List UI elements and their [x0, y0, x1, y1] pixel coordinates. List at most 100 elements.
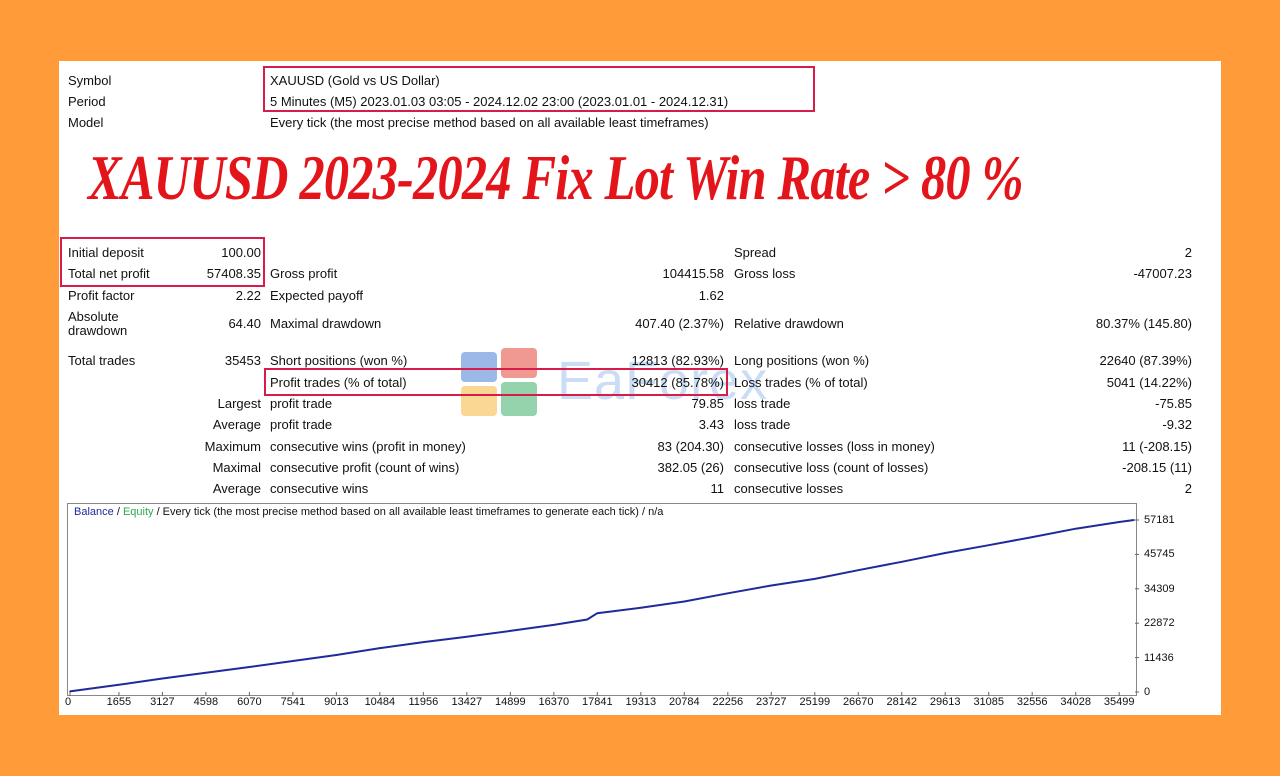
symbol-value: XAUUSD (Gold vs US Dollar) — [270, 73, 440, 88]
long-positions-value: 22640 (87.39%) — [1099, 353, 1192, 368]
watermark-text: EaForex — [557, 351, 769, 411]
average2-label: Average — [212, 481, 261, 496]
headline: XAUUSD 2023-2024 Fix Lot Win Rate > 80 % — [88, 143, 1024, 213]
spread-value: 2 — [1184, 245, 1192, 260]
total-net-profit-label: Total net profit — [68, 266, 150, 281]
y-tick-label: 22872 — [1144, 617, 1175, 630]
x-tick-label: 14899 — [495, 696, 526, 708]
y-tick-label: 0 — [1144, 686, 1151, 698]
long-positions-label: Long positions (won %) — [734, 353, 870, 368]
x-tick-label: 0 — [65, 696, 72, 708]
y-tick-label: 11436 — [1144, 651, 1174, 664]
maximal-consec-profit-value: 382.05 (26) — [657, 460, 725, 475]
x-tick-label: 13427 — [451, 696, 483, 708]
x-tick-label: 6070 — [237, 696, 262, 708]
x-tick-label: 3127 — [150, 696, 175, 708]
profit-trades-value: 30412 (85.78%) — [631, 375, 724, 390]
profit-trades-label: Profit trades (% of total) — [270, 375, 407, 390]
absolute-drawdown-label-line2: drawdown — [68, 323, 128, 338]
largest-loss-value: -75.85 — [1155, 396, 1192, 411]
maximum-label: Maximum — [204, 439, 261, 454]
model-value: Every tick (the most precise method base… — [270, 115, 709, 130]
x-tick-label: 7541 — [280, 696, 306, 708]
x-tick-label: 26670 — [842, 696, 874, 708]
x-tick-label: 19313 — [625, 696, 657, 708]
maximal-label: Maximal — [212, 460, 261, 475]
profit-trades-highlight-box — [264, 368, 728, 396]
initial-deposit-value: 100.00 — [221, 245, 261, 260]
x-tick-label: 31085 — [973, 696, 1005, 708]
legend-equity: Equity — [122, 506, 154, 518]
gross-loss-label: Gross loss — [734, 266, 796, 281]
average-profit-label: profit trade — [270, 417, 333, 432]
balance-chart-frame — [67, 503, 1137, 696]
maximal-drawdown-label: Maximal drawdown — [270, 316, 382, 331]
expected-payoff-value: 1.62 — [698, 288, 724, 303]
period-label: Period — [68, 94, 106, 109]
gross-profit-label: Gross profit — [270, 266, 338, 281]
eaforex-watermark: EaForex — [455, 346, 835, 426]
deposit-profit-highlight-box — [60, 237, 265, 287]
legend-description: / Every tick (the most precise method ba… — [153, 506, 664, 518]
spread-label: Spread — [734, 245, 776, 260]
x-tick-label: 23727 — [755, 696, 787, 708]
symbol-label: Symbol — [68, 73, 112, 88]
x-tick-label: 35499 — [1103, 696, 1135, 708]
x-tick-label: 16370 — [538, 696, 570, 708]
avg-consec-losses-label: consecutive losses — [734, 481, 844, 496]
relative-drawdown-label: Relative drawdown — [734, 316, 844, 331]
largest-label: Largest — [217, 396, 261, 411]
symbol-period-highlight-box — [263, 66, 815, 112]
absolute-drawdown-value: 64.40 — [228, 316, 261, 331]
x-tick-label: 17841 — [582, 696, 613, 708]
initial-deposit-label: Initial deposit — [68, 245, 144, 260]
x-tick-label: 4598 — [193, 696, 219, 708]
y-tick-label: 34309 — [1144, 582, 1175, 595]
total-trades-label: Total trades — [68, 353, 136, 368]
x-tick-label: 32556 — [1016, 696, 1048, 708]
x-tick-label: 10484 — [364, 696, 396, 708]
max-consec-losses-label: consecutive losses (loss in money) — [734, 439, 935, 454]
x-tick-label: 34028 — [1060, 696, 1091, 708]
relative-drawdown-value: 80.37% (145.80) — [1095, 316, 1192, 331]
average-label: Average — [212, 417, 261, 432]
y-tick-label: 45745 — [1144, 548, 1175, 561]
x-tick-label: 20784 — [668, 696, 700, 708]
x-tick-label: 22256 — [712, 696, 744, 708]
expected-payoff-label: Expected payoff — [270, 288, 363, 303]
largest-profit-value: 79.85 — [691, 396, 724, 411]
average-loss-value: -9.32 — [1162, 417, 1192, 432]
chart-legend: Balance / Equity / Every tick (the most … — [74, 506, 663, 519]
average-loss-label: loss trade — [734, 417, 791, 432]
absolute-drawdown-label-line1: Absolute — [68, 309, 119, 324]
gross-loss-value: -47007.23 — [1133, 266, 1192, 281]
maximal-consec-loss-value: -208.15 (11) — [1122, 460, 1192, 475]
loss-trades-label: Loss trades (% of total) — [734, 375, 868, 390]
eaforex-logo-icon — [461, 348, 537, 416]
short-positions-label: Short positions (won %) — [270, 353, 408, 368]
x-tick-label: 28142 — [886, 696, 918, 708]
gross-profit-value: 104415.58 — [662, 266, 724, 281]
short-positions-value: 12813 (82.93%) — [631, 353, 724, 368]
x-tick-label: 1655 — [106, 696, 132, 708]
loss-trades-value: 5041 (14.22%) — [1106, 375, 1192, 390]
x-tick-label: 29613 — [929, 696, 961, 708]
legend-balance: Balance — [74, 506, 114, 518]
total-trades-value: 35453 — [224, 353, 261, 368]
profit-factor-label: Profit factor — [68, 288, 135, 303]
x-tick-label: 11956 — [408, 696, 439, 708]
total-net-profit-value: 57408.35 — [206, 266, 261, 281]
y-tick-label: 57181 — [1144, 514, 1175, 526]
largest-loss-label: loss trade — [734, 396, 791, 411]
maximal-consec-loss-label: consecutive loss (count of losses) — [734, 460, 929, 475]
avg-consec-wins-label: consecutive wins — [270, 481, 369, 496]
period-value: 5 Minutes (M5) 2023.01.03 03:05 - 2024.1… — [270, 94, 729, 109]
avg-consec-losses-value: 2 — [1184, 481, 1192, 496]
avg-consec-wins-value: 11 — [710, 481, 725, 496]
max-consec-wins-value: 83 (204.30) — [657, 439, 725, 454]
max-consec-losses-value: 11 (-208.15) — [1122, 439, 1192, 454]
max-consec-wins-label: consecutive wins (profit in money) — [270, 439, 466, 454]
x-tick-label: 9013 — [324, 696, 349, 708]
maximal-consec-profit-label: consecutive profit (count of wins) — [270, 460, 460, 475]
average-profit-value: 3.43 — [698, 417, 724, 432]
